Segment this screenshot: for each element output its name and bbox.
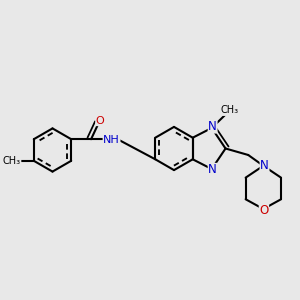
Text: O: O xyxy=(96,116,104,126)
Text: NH: NH xyxy=(103,135,120,145)
Text: N: N xyxy=(208,164,217,176)
Text: N: N xyxy=(260,159,269,172)
Text: CH₃: CH₃ xyxy=(220,106,239,116)
Text: CH₃: CH₃ xyxy=(3,156,21,166)
Text: O: O xyxy=(259,204,268,217)
Text: N: N xyxy=(208,120,217,133)
